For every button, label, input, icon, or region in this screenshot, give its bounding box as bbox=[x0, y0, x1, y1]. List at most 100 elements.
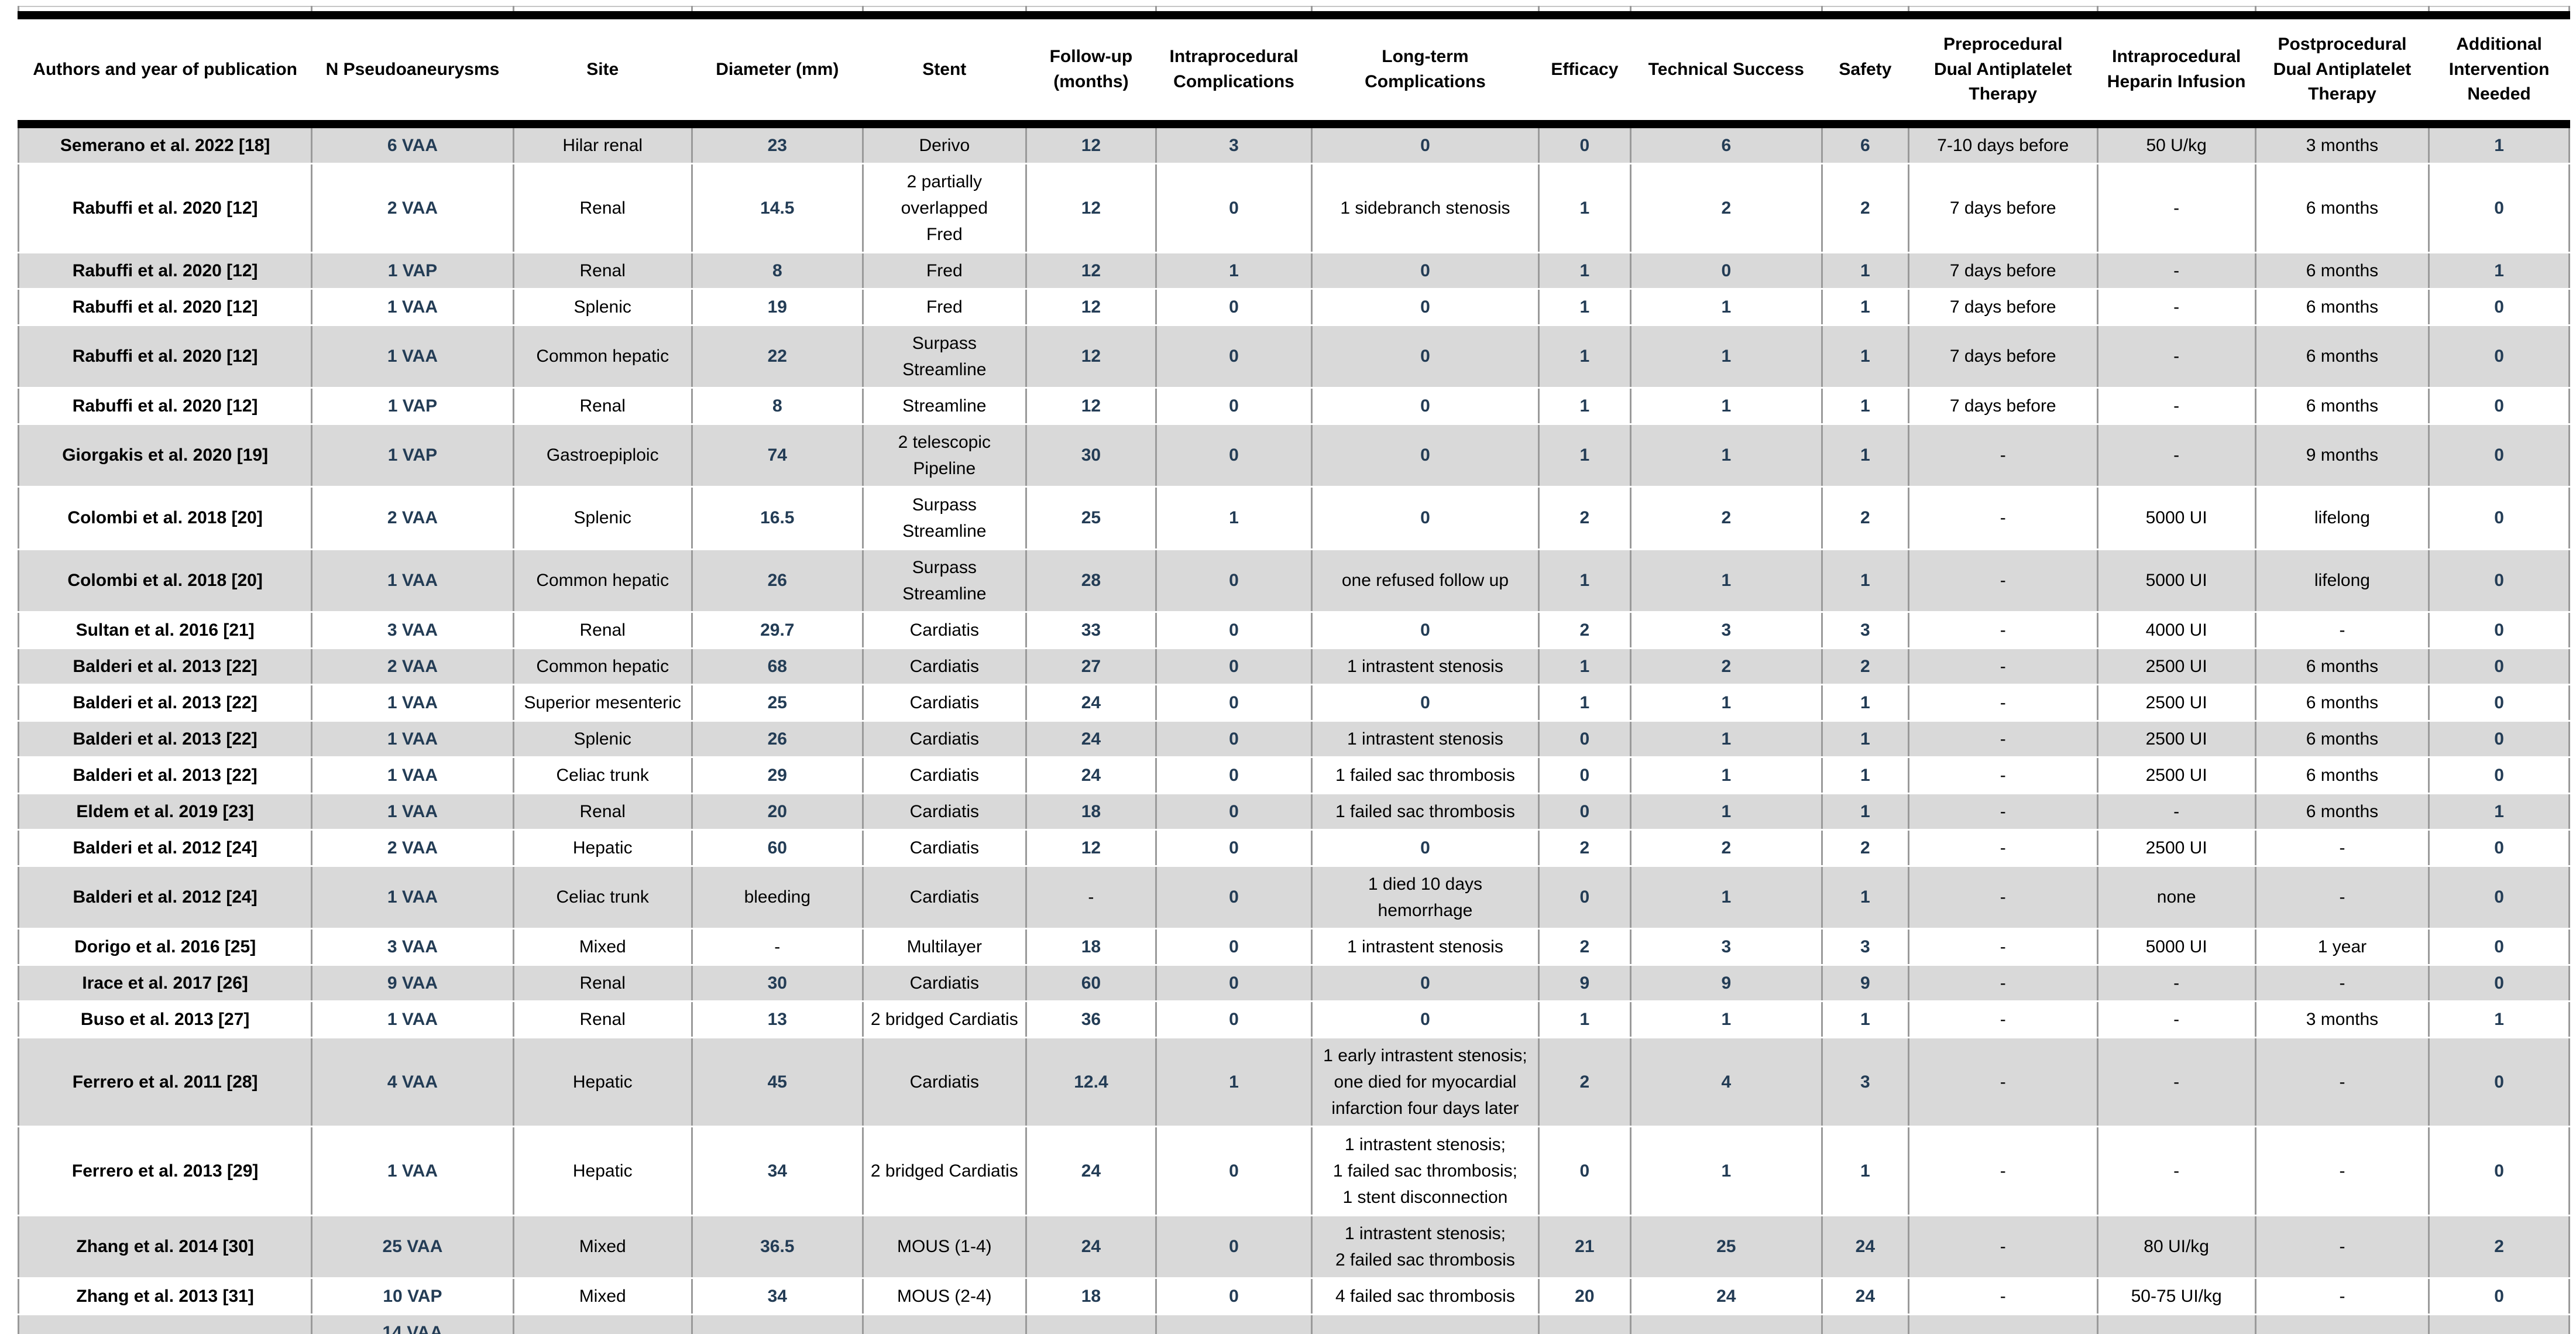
cell-site: Renal bbox=[512, 611, 693, 649]
cell-diameter: 30 bbox=[691, 963, 864, 1002]
cell-technical-success: 24 bbox=[1629, 1277, 1823, 1315]
tick-cell bbox=[2096, 6, 2256, 15]
cell-site: Renal bbox=[512, 251, 693, 290]
cell-safety: 1 bbox=[1821, 251, 1909, 290]
cell-intraprocedural-complications: 0 bbox=[1155, 162, 1313, 253]
cell-site: Splenic bbox=[512, 287, 693, 326]
cell-efficacy: 0 bbox=[1537, 719, 1632, 758]
cell-n-pseudoaneurysms: 1 VAA bbox=[311, 548, 514, 613]
cell-n-pseudoaneurysms: 1 VAA bbox=[311, 865, 514, 930]
cell-efficacy: 2 bbox=[1537, 927, 1632, 966]
cell-follow-up: 18 bbox=[1025, 1277, 1158, 1315]
cell-technical-success: 1 bbox=[1629, 865, 1823, 930]
cell-follow-up bbox=[1025, 1313, 1158, 1334]
cell-intraprocedural-heparin: 2500 UI bbox=[2096, 719, 2256, 758]
cell-n-pseudoaneurysms: 9 VAA bbox=[311, 963, 514, 1002]
cell-preprocedural-dapt: 7 days before bbox=[1907, 251, 2098, 290]
cell-authors: Balderi et al. 2013 [22] bbox=[17, 683, 313, 722]
cell-technical-success bbox=[1629, 1313, 1823, 1334]
cell-diameter: 34 bbox=[691, 1277, 864, 1315]
cell-safety: 1 bbox=[1821, 719, 1909, 758]
cell-long-term-complications: 0 bbox=[1310, 386, 1540, 425]
cell-diameter: - bbox=[691, 927, 864, 966]
cell-intraprocedural-complications: 0 bbox=[1155, 324, 1313, 389]
cell-follow-up: 12.4 bbox=[1025, 1036, 1158, 1127]
cell-efficacy: 1 bbox=[1537, 386, 1632, 425]
cell-stent: Fred bbox=[861, 251, 1027, 290]
cell-n-pseudoaneurysms: 1 VAA bbox=[311, 1125, 514, 1216]
cell-long-term-complications: 0 bbox=[1310, 1000, 1540, 1038]
cell-preprocedural-dapt: 7 days before bbox=[1907, 287, 2098, 326]
cell-preprocedural-dapt: - bbox=[1907, 1214, 2098, 1279]
cell-technical-success: 2 bbox=[1629, 647, 1823, 685]
table-row: Balderi et al. 2012 [24] 1 VAA Celiac trun… bbox=[17, 865, 2570, 930]
cell-technical-success: 1 bbox=[1629, 386, 1823, 425]
cell-n-pseudoaneurysms: 3 VAA bbox=[311, 611, 514, 649]
cell-follow-up: 12 bbox=[1025, 123, 1158, 164]
cell-efficacy: 20 bbox=[1537, 1277, 1632, 1315]
cell-stent: Cardiatis bbox=[861, 792, 1027, 831]
cell-site: Mixed bbox=[512, 1277, 693, 1315]
cell-preprocedural-dapt: - bbox=[1907, 792, 2098, 831]
table-row: Eldem et al. 2019 [23] 1 VAA Renal 20 Cardia… bbox=[17, 792, 2570, 831]
table-row: Rabuffi et al. 2020 [12] 1 VAA Common hepa… bbox=[17, 324, 2570, 389]
cell-long-term-complications: 1 failed sac thrombosis bbox=[1310, 756, 1540, 794]
cell-postprocedural-dapt: lifelong bbox=[2254, 485, 2430, 550]
cell-additional-intervention: 0 bbox=[2428, 963, 2570, 1002]
cell-technical-success: 1 bbox=[1629, 1000, 1823, 1038]
cell-safety: 2 bbox=[1821, 647, 1909, 685]
cell-long-term-complications: 1 early intrastent stenosis; one died fo… bbox=[1310, 1036, 1540, 1127]
cell-additional-intervention: 0 bbox=[2428, 647, 2570, 685]
cell-additional-intervention: 0 bbox=[2428, 1277, 2570, 1315]
cell-intraprocedural-heparin: 2500 UI bbox=[2096, 756, 2256, 794]
table-row: Rabuffi et al. 2020 [12] 1 VAA Splenic 19 Fr… bbox=[17, 287, 2570, 326]
cell-n-pseudoaneurysms: 1 VAP bbox=[311, 251, 514, 290]
cell-long-term-complications: 1 intrastent stenosis bbox=[1310, 927, 1540, 966]
cell-intraprocedural-complications: 0 bbox=[1155, 611, 1313, 649]
cell-authors: Balderi et al. 2013 [22] bbox=[17, 756, 313, 794]
cell-follow-up: 27 bbox=[1025, 647, 1158, 685]
cell-diameter: 8 bbox=[691, 251, 864, 290]
cell-safety: 2 bbox=[1821, 485, 1909, 550]
cell-diameter: bleeding bbox=[691, 865, 864, 930]
cell-intraprocedural-complications: 0 bbox=[1155, 927, 1313, 966]
cell-long-term-complications: 0 bbox=[1310, 611, 1540, 649]
cell-site: Renal bbox=[512, 963, 693, 1002]
cell-site: Common hepatic bbox=[512, 548, 693, 613]
cell-authors: Giorgakis et al. 2020 [19] bbox=[17, 423, 313, 488]
cell-preprocedural-dapt: - bbox=[1907, 1125, 2098, 1216]
cell-diameter: 8 bbox=[691, 386, 864, 425]
cell-authors: Rabuffi et al. 2020 [12] bbox=[17, 324, 313, 389]
tick-cell bbox=[1821, 6, 1909, 15]
cell-long-term-complications: 1 intrastent stenosis; 1 failed sac thro… bbox=[1310, 1125, 1540, 1216]
cell-authors: Dorigo et al. 2016 [25] bbox=[17, 927, 313, 966]
cell-additional-intervention: 0 bbox=[2428, 548, 2570, 613]
table-row: Balderi et al. 2013 [22] 2 VAA Common hepa… bbox=[17, 647, 2570, 685]
cell-efficacy: 1 bbox=[1537, 683, 1632, 722]
cell-intraprocedural-complications: 0 bbox=[1155, 548, 1313, 613]
cell-postprocedural-dapt: 3 months bbox=[2254, 1000, 2430, 1038]
cell-efficacy: 0 bbox=[1537, 1125, 1632, 1216]
cell-authors: Ferrero et al. 2013 [29] bbox=[17, 1125, 313, 1216]
cell-site: Mixed bbox=[512, 1214, 693, 1279]
table-row: 14 VAA bbox=[17, 1313, 2570, 1334]
cell-technical-success: 0 bbox=[1629, 251, 1823, 290]
cell-diameter: 45 bbox=[691, 1036, 864, 1127]
cell-follow-up: 24 bbox=[1025, 1214, 1158, 1279]
cell-authors: Buso et al. 2013 [27] bbox=[17, 1000, 313, 1038]
cell-preprocedural-dapt: - bbox=[1907, 963, 2098, 1002]
cell-intraprocedural-complications: 0 bbox=[1155, 423, 1313, 488]
cell-safety: 1 bbox=[1821, 548, 1909, 613]
cell-safety: 3 bbox=[1821, 927, 1909, 966]
cell-safety: 1 bbox=[1821, 386, 1909, 425]
study-table: Authors and year of publication N Pseudoa… bbox=[17, 6, 2570, 1334]
cell-n-pseudoaneurysms: 1 VAA bbox=[311, 683, 514, 722]
table-row: Irace et al. 2017 [26] 9 VAA Renal 30 Cardia… bbox=[17, 963, 2570, 1002]
cell-diameter: 26 bbox=[691, 548, 864, 613]
cell-intraprocedural-heparin: 50-75 UI/kg bbox=[2096, 1277, 2256, 1315]
table-row: Balderi et al. 2013 [22] 1 VAA Celiac trun… bbox=[17, 756, 2570, 794]
cell-site: Superior mesenteric bbox=[512, 683, 693, 722]
cell-safety: 24 bbox=[1821, 1214, 1909, 1279]
cell-additional-intervention: 0 bbox=[2428, 1036, 2570, 1127]
cell-intraprocedural-complications: 0 bbox=[1155, 963, 1313, 1002]
